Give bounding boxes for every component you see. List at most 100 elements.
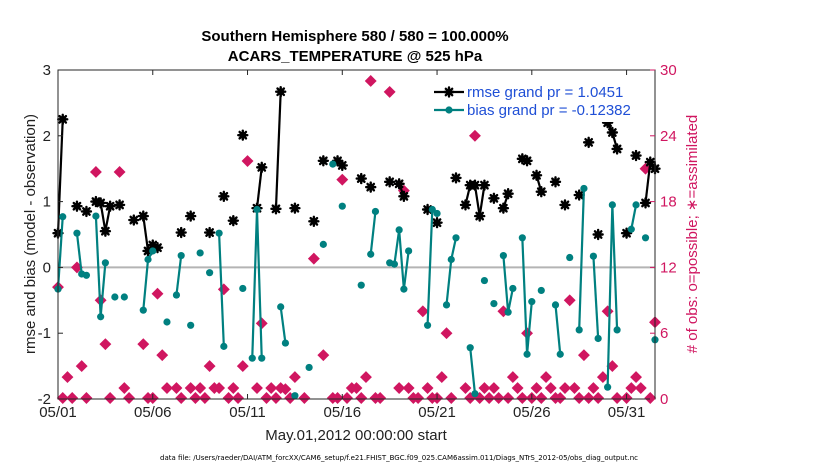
bias-point — [423, 321, 432, 329]
plot-area — [58, 70, 655, 399]
rmse-point-star — [71, 200, 83, 212]
bias-point — [556, 350, 564, 358]
rmse-point-star — [355, 172, 367, 185]
obs-count-marker — [270, 392, 282, 404]
bias-point — [206, 269, 214, 277]
bias-point — [608, 201, 616, 209]
rmse-point-star — [398, 190, 410, 203]
bias-segment — [469, 347, 477, 394]
bias-point — [196, 249, 204, 257]
bias-point — [594, 334, 602, 343]
bias-segment — [554, 304, 562, 355]
footnote: data file: /Users/raeder/DAI/ATM_forcXX/… — [160, 454, 638, 462]
obs-count-marker — [416, 305, 429, 318]
bias-segment — [398, 229, 405, 290]
bias-point — [580, 184, 588, 193]
rmse-point-star — [308, 215, 320, 228]
x-tick-label: 05/31 — [608, 404, 646, 421]
bias-point — [395, 226, 403, 234]
bias-point — [187, 321, 195, 329]
bias-segment — [175, 255, 183, 296]
obs-count-marker — [506, 371, 519, 384]
bias-point — [144, 255, 152, 264]
bias-point — [258, 354, 266, 362]
obs-count-marker — [630, 371, 642, 384]
bias-point — [92, 212, 100, 220]
bias-point — [566, 253, 574, 262]
obs-count-marker — [265, 382, 278, 394]
obs-count-marker — [374, 392, 387, 404]
bias-point — [291, 392, 299, 400]
bias-point — [447, 255, 455, 264]
bias-point — [248, 354, 256, 362]
bias-point — [305, 363, 313, 372]
legend: rmse grand pr = 1.0451 bias grand pr = -… — [427, 78, 647, 122]
bias-point — [139, 306, 147, 314]
bias-point — [367, 250, 375, 258]
rmse-point-star — [383, 176, 396, 188]
bias-point — [428, 205, 436, 214]
rmse-point-star — [502, 188, 514, 200]
rmse-point-star — [99, 225, 112, 237]
rmse-point-star — [450, 172, 462, 184]
obs-count-marker — [421, 382, 434, 394]
obs-count-marker — [307, 252, 320, 265]
rmse-point-star — [270, 203, 282, 215]
bias-point — [490, 299, 498, 308]
rmse-point-star — [573, 189, 585, 201]
bias-point — [523, 350, 531, 358]
rmse-point-star — [218, 190, 230, 203]
rmse-point-star — [94, 197, 107, 209]
bias-segment — [606, 204, 614, 388]
rmse-point-star — [57, 113, 69, 126]
bias-point — [172, 291, 181, 299]
bias-point — [499, 251, 507, 260]
rmse-point-star — [606, 126, 619, 139]
bias-segment — [507, 288, 514, 313]
bias-point — [319, 240, 327, 248]
obs-count-marker — [317, 349, 330, 362]
x-tick-label: 05/06 — [134, 404, 172, 421]
rmse-point-star — [497, 202, 510, 214]
bias-segment — [402, 250, 410, 290]
obs-count-marker — [535, 392, 548, 404]
chart-title: Southern Hemisphere 580 / 580 = 100.000% — [201, 28, 508, 45]
rmse-point-star — [644, 156, 656, 168]
bias-point — [357, 281, 365, 289]
bias-point — [551, 301, 560, 309]
obs-count-marker — [360, 371, 372, 384]
bias-segment — [578, 188, 586, 330]
bias-point — [400, 285, 408, 293]
rmse-point-star — [582, 136, 595, 149]
obs-count-marker — [279, 383, 292, 396]
bias-segment — [279, 306, 287, 344]
bias-segment — [369, 211, 377, 255]
chart-subtitle: ACARS_TEMPERATURE @ 525 hPa — [228, 48, 483, 65]
rmse-segment — [56, 119, 64, 234]
obs-count-marker — [516, 392, 529, 404]
rmse-point-star — [274, 86, 287, 98]
rmse-point-star — [592, 228, 604, 241]
rmse-point-star — [237, 129, 249, 141]
bias-point — [518, 234, 526, 242]
bias-segment — [525, 301, 533, 355]
bias-segment — [592, 256, 600, 339]
obs-count-marker — [582, 392, 595, 404]
bias-segment — [450, 237, 458, 260]
y-right-tick-label: 0 — [660, 391, 668, 408]
bias-point — [97, 313, 105, 321]
x-tick-label: 05/11 — [229, 404, 265, 421]
bias-point — [390, 260, 399, 268]
plot-frame — [57, 69, 656, 400]
bias-point — [73, 229, 81, 237]
bias-point — [575, 326, 583, 334]
bias-point — [281, 339, 290, 347]
y-tick-label: -2 — [38, 391, 51, 408]
rmse-segment — [274, 91, 282, 209]
obs-count-marker — [260, 392, 273, 404]
obs-count-marker — [355, 392, 368, 404]
obs-count-marker — [540, 371, 552, 384]
legend-box — [427, 78, 647, 122]
bias-point — [220, 342, 228, 350]
